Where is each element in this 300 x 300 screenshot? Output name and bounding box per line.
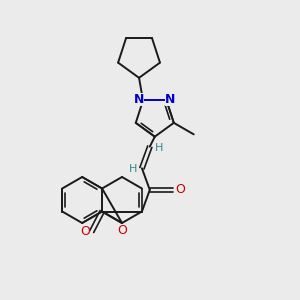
- Text: N: N: [165, 93, 176, 106]
- Text: O: O: [80, 225, 90, 238]
- Text: O: O: [175, 183, 185, 196]
- Text: H: H: [154, 143, 163, 153]
- Text: O: O: [117, 224, 127, 238]
- Text: H: H: [129, 164, 137, 174]
- Text: N: N: [134, 93, 144, 106]
